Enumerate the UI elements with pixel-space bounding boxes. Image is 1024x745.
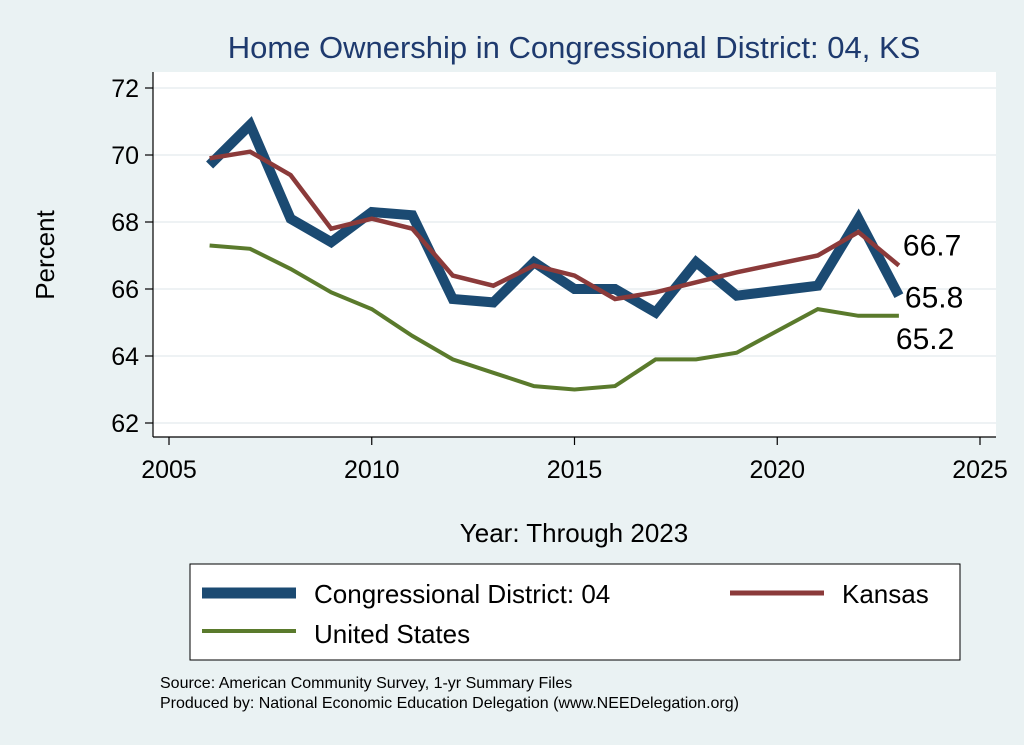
x-tick-label: 2010 [344, 456, 400, 484]
end-label-kansas: 66.7 [903, 230, 961, 263]
plot-area [153, 72, 996, 437]
end-labels: 65.8 66.7 65.2 [896, 230, 963, 356]
x-tick-label: 2015 [547, 456, 603, 484]
x-tick-label: 2020 [749, 456, 805, 484]
legend-label-us: United States [314, 619, 470, 649]
y-tick-label: 72 [111, 75, 139, 103]
y-ticks: 62 64 66 68 70 72 [111, 75, 153, 438]
y-tick-label: 62 [111, 410, 139, 438]
series-line-kansas [209, 149, 901, 302]
x-tick-label: 2005 [141, 456, 197, 484]
legend: Congressional District: 04 Kansas United… [189, 563, 961, 661]
y-tick-label: 66 [111, 276, 139, 304]
y-tick-label: 64 [111, 343, 139, 371]
series-lines [206, 116, 904, 392]
series-line-us [209, 243, 899, 392]
x-tick-label: 2025 [952, 456, 1008, 484]
x-axis-label: Year: Through 2023 [460, 518, 688, 548]
y-tick-label: 68 [111, 209, 139, 237]
legend-box [189, 563, 961, 661]
x-ticks: 2005 2010 2015 2020 2025 [141, 437, 1008, 484]
y-tick-label: 70 [111, 142, 139, 170]
legend-label-district: Congressional District: 04 [314, 579, 610, 609]
chart-title: Home Ownership in Congressional District… [228, 30, 921, 65]
source-note: Source: American Community Survey, 1-yr … [160, 675, 572, 692]
producer-note: Produced by: National Economic Education… [160, 695, 739, 712]
y-axis-label: Percent [30, 209, 60, 299]
end-label-us: 65.2 [896, 323, 954, 356]
end-label-district: 65.8 [905, 282, 963, 315]
legend-label-kansas: Kansas [842, 579, 929, 609]
series-line-district [206, 116, 904, 319]
